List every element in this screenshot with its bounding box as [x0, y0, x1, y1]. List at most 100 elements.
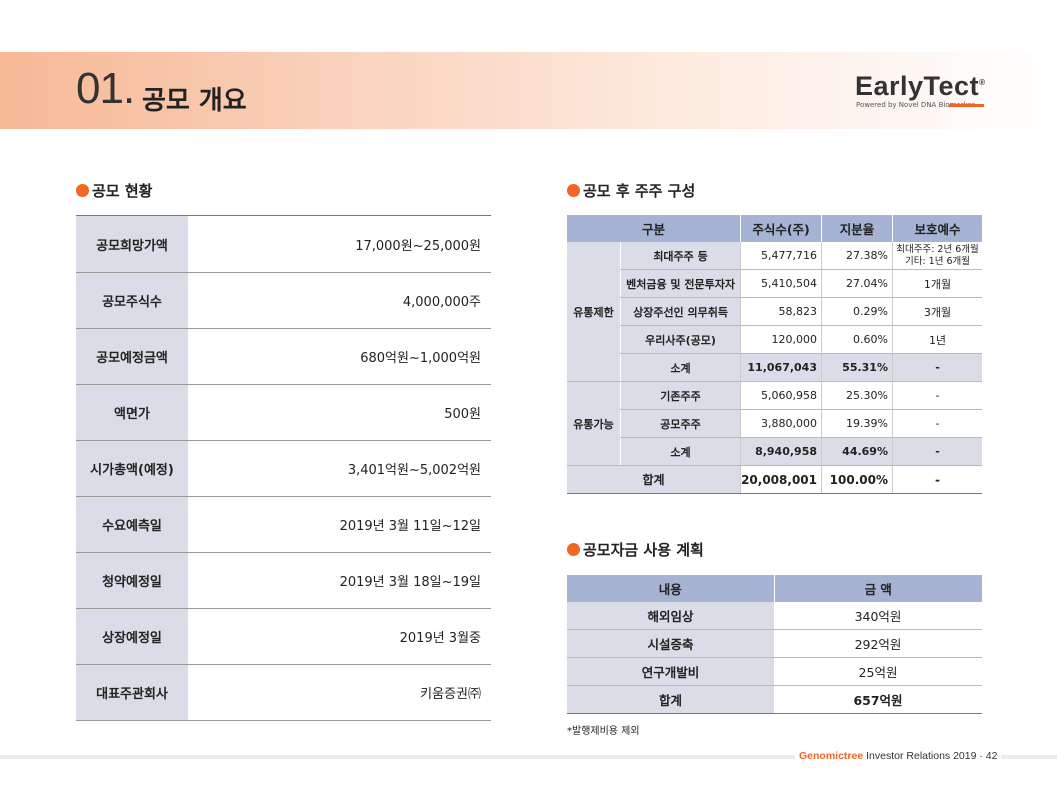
total-ratio: 100.00%: [821, 465, 893, 494]
offering-label: 공모희망가액: [76, 216, 188, 272]
col-header-ratio: 지분율: [821, 215, 893, 242]
funds-header-row: 내용 금 액: [567, 575, 982, 602]
subtotal-row: 소계 11,067,043 55.31% -: [567, 353, 982, 382]
total-row: 합계 657억원: [567, 685, 982, 714]
table-row: 해외임상 340억원: [567, 602, 982, 630]
row-category: 공모주주: [619, 409, 741, 438]
logo-subtitle: Powered by Novel DNA Biomarker: [856, 101, 975, 109]
offering-row: 공모주식수 4,000,000주: [76, 273, 491, 329]
row-shares: 3,880,000: [740, 409, 822, 438]
footnote: *발행제비용 제외: [567, 726, 640, 737]
row-lockup: -: [892, 353, 982, 382]
offering-value: 키움증권㈜: [420, 687, 481, 702]
table-row: 벤처금융 및 전문투자자 5,410,504 27.04% 1개월: [567, 269, 982, 298]
row-lockup: 1년: [892, 325, 982, 354]
offering-row: 공모예정금액 680억원~1,000억원: [76, 329, 491, 385]
row-category: 벤처금융 및 전문투자자: [619, 269, 741, 298]
earlytect-logo: EarlyTect® Powered by Novel DNA Biomarke…: [855, 68, 995, 113]
row-lockup: 최대주주: 2년 6개월 기타: 1년 6개월: [892, 242, 982, 270]
footer-divider: [0, 755, 1057, 759]
fund-item: 연구개발비: [567, 657, 774, 686]
shareholder-heading: 공모 후 주주 구성: [567, 180, 695, 201]
logo-text: EarlyTect: [855, 71, 980, 101]
row-category: 소계: [619, 437, 741, 466]
section-title: 공모 개요: [142, 86, 247, 116]
bullet-icon: [76, 184, 89, 197]
bullet-icon: [567, 184, 580, 197]
offering-row: 액면가 500원: [76, 385, 491, 441]
shareholder-table: 구분 주식수(주) 지분율 보호예수 유통제한 최대주주 등 5,477,716…: [567, 215, 982, 494]
offering-row: 시가총액(예정) 3,401억원~5,002억원: [76, 441, 491, 497]
row-ratio: 44.69%: [821, 437, 893, 466]
row-lockup: 1개월: [892, 269, 982, 298]
footer-brand: Genomictree: [799, 750, 864, 762]
table-row: 유통가능 기존주주 5,060,958 25.30% -: [567, 381, 982, 466]
row-category: 우리사주(공모): [619, 325, 741, 354]
offering-value: 17,000원~25,000원: [355, 238, 481, 254]
total-lockup: -: [892, 465, 982, 494]
funds-table: 내용 금 액 해외임상 340억원 시설증축 292억원 연구개발비 25억원 …: [567, 575, 982, 714]
row-shares: 58,823: [740, 297, 822, 326]
table-row: 상장주선인 의무취득 58,823 0.29% 3개월: [567, 297, 982, 326]
total-label: 합계: [567, 465, 741, 494]
shareholder-heading-text: 공모 후 주주 구성: [583, 182, 696, 200]
row-ratio: 55.31%: [821, 353, 893, 382]
row-lockup: 3개월: [892, 297, 982, 326]
logo-accent-bar: [949, 104, 984, 107]
col-header-amount: 금 액: [774, 575, 982, 602]
offering-value: 680억원~1,000억원: [360, 351, 481, 366]
funds-heading: 공모자금 사용 계획: [567, 539, 704, 560]
shareholder-header-row: 구분 주식수(주) 지분율 보호예수: [567, 215, 982, 242]
bullet-icon: [567, 543, 580, 556]
row-shares: 5,477,716: [740, 242, 822, 270]
col-header-shares: 주식수(주): [740, 215, 822, 242]
row-shares: 120,000: [740, 325, 822, 354]
offering-row: 청약예정일 2019년 3월 18일~19일: [76, 553, 491, 609]
subtotal-row: 소계 8,940,958 44.69% -: [567, 437, 982, 466]
col-header-category: 구분: [567, 215, 742, 242]
row-ratio: 27.04%: [821, 269, 893, 298]
table-row: 시설증축 292억원: [567, 629, 982, 658]
offering-value: 4,000,000주: [402, 295, 481, 310]
fund-item: 해외임상: [567, 602, 774, 630]
col-header-lockup: 보호예수: [892, 215, 982, 242]
row-shares: 11,067,043: [740, 353, 822, 382]
row-lockup: -: [892, 409, 982, 438]
fund-amount: 292억원: [774, 629, 982, 658]
row-category: 상장주선인 의무취득: [619, 297, 741, 326]
group-tradable: 유통가능: [567, 381, 621, 466]
lockup-line-1: 최대주주: 2년 6개월: [896, 243, 979, 255]
footer-text: Investor Relations 2019: [866, 750, 977, 762]
offering-value: 2019년 3월 18일~19일: [339, 575, 481, 590]
row-lockup: -: [892, 437, 982, 466]
row-category: 기존주주: [619, 381, 741, 410]
page-footer: Genomictree Investor Relations 2019 · 42: [795, 750, 1002, 762]
lockup-line-2: 기타: 1년 6개월: [904, 255, 971, 267]
offering-row: 수요예측일 2019년 3월 11일~12일: [76, 497, 491, 553]
total-row: 합계 20,008,001 100.00% -: [567, 465, 982, 494]
row-shares: 5,410,504: [740, 269, 822, 298]
funds-heading-text: 공모자금 사용 계획: [583, 541, 704, 559]
row-lockup: -: [892, 381, 982, 410]
table-row: 우리사주(공모) 120,000 0.60% 1년: [567, 325, 982, 354]
table-row: 유통제한 최대주주 등 5,477,716 27.38% 최대주주: 2년 6개…: [567, 242, 982, 382]
total-shares: 20,008,001: [740, 465, 822, 494]
offering-value: 2019년 3월중: [399, 631, 481, 646]
offering-row: 공모희망가액 17,000원~25,000원: [76, 216, 491, 273]
row-ratio: 0.60%: [821, 325, 893, 354]
offering-heading: 공모 현황: [76, 180, 152, 201]
section-number: 01.: [76, 64, 135, 113]
offering-label: 액면가: [76, 385, 188, 440]
offering-label: 상장예정일: [76, 609, 188, 664]
offering-value: 2019년 3월 11일~12일: [339, 519, 481, 534]
offering-label: 대표주관회사: [76, 665, 188, 720]
offering-label: 공모주식수: [76, 273, 188, 328]
table-row: 연구개발비 25억원: [567, 657, 982, 686]
offering-label: 수요예측일: [76, 497, 188, 552]
offering-value: 500원: [444, 407, 481, 422]
header-band: [0, 52, 1057, 129]
row-ratio: 25.30%: [821, 381, 893, 410]
fund-item: 시설증축: [567, 629, 774, 658]
row-category: 최대주주 등: [619, 242, 741, 270]
